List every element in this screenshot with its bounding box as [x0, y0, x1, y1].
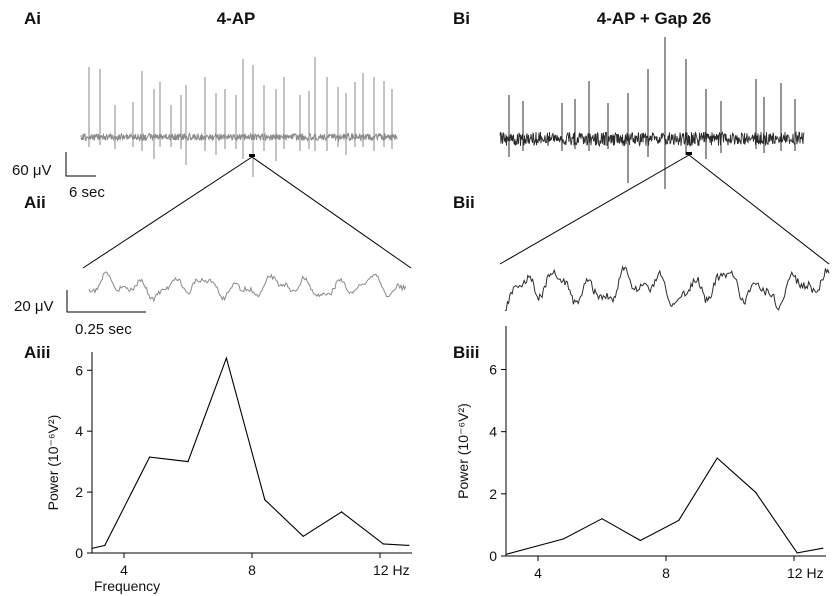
zoom-line-b-left	[499, 154, 690, 265]
zoom-line-a-left	[82, 156, 253, 269]
raw-trace-4ap	[80, 57, 398, 177]
raw-noise-band	[80, 132, 398, 143]
y-tick-label: 6	[489, 362, 497, 378]
title-4ap-gap26: 4-AP + Gap 26	[597, 9, 712, 28]
y-tick-label: 4	[75, 423, 83, 439]
spectrum-chart-4ap: 0 2 4 6 4 8 12 Hz Power (10⁻⁶V²) Frequency	[45, 352, 412, 594]
spectrum-point	[91, 547, 93, 550]
zoom-signal-line	[504, 265, 830, 312]
panel-label-bi: Bi	[453, 9, 470, 28]
title-4ap: 4-AP	[217, 9, 256, 28]
raw-noise-band	[499, 130, 805, 148]
y-axis-label: Power (10⁻⁶V²)	[455, 403, 471, 499]
scalebar-zoom	[66, 290, 146, 313]
x-tick-label: 4	[534, 565, 542, 581]
power-spectrum-line	[505, 457, 823, 555]
zoom-trace-4ap-gap26	[504, 265, 830, 312]
panel-label-bii: Bii	[453, 193, 475, 212]
spectrum-point	[601, 518, 603, 520]
x-tick-label: 8	[662, 565, 670, 581]
scalebar-zoom-time: 0.25 sec	[75, 321, 132, 338]
spectrum-point	[104, 544, 106, 546]
segment-marker-a	[249, 154, 255, 157]
x-tick-label: 12 Hz	[373, 562, 410, 578]
zoom-line-b-right	[688, 154, 830, 265]
spectrum-point	[563, 538, 565, 540]
zoom-signal-line	[88, 271, 407, 303]
spectrum-point	[302, 535, 304, 537]
spectrum-point	[755, 491, 757, 493]
spectrum-point	[505, 553, 507, 556]
spectrum-point	[716, 457, 718, 459]
spectrum-point	[187, 461, 189, 463]
scalebar-zoom-voltage: 20 μV	[14, 298, 54, 315]
panel-label-ai: Ai	[24, 9, 41, 28]
x-tick-label: 8	[248, 562, 256, 578]
scalebar-raw	[65, 152, 96, 177]
spectrum-point	[678, 519, 680, 521]
y-axis-label: Power (10⁻⁶V²)	[45, 415, 61, 511]
spectrum-point	[382, 543, 384, 545]
y-tick-label: 4	[489, 424, 497, 440]
spectrum-point	[796, 552, 798, 554]
power-spectrum-line	[91, 356, 409, 549]
spectrum-point	[639, 539, 642, 542]
y-tick-label: 0	[489, 548, 497, 564]
scalebar-raw-time: 6 sec	[69, 184, 105, 201]
y-tick-label: 0	[75, 545, 83, 561]
spectrum-chart-4ap-gap26: 0 2 4 6 4 8 12 Hz Power (10⁻⁶V²)	[455, 326, 826, 581]
panel-label-aiii: Aiii	[24, 343, 50, 362]
zoom-trace-4ap	[88, 271, 407, 303]
x-tick-label: 4	[120, 562, 128, 578]
segment-marker-b	[686, 152, 692, 155]
spectrum-point	[341, 511, 343, 513]
y-tick-label: 2	[75, 484, 83, 500]
spectrum-point	[408, 544, 410, 546]
spectrum-point	[264, 499, 266, 501]
panel-label-biii: Biii	[453, 343, 479, 362]
zoom-line-a-right	[251, 156, 412, 269]
y-tick-label: 2	[489, 486, 497, 502]
x-axis-label: Frequency	[94, 578, 160, 594]
spectrum-point	[225, 357, 227, 359]
scalebar-raw-voltage: 60 μV	[12, 162, 52, 179]
y-tick-label: 6	[75, 362, 83, 378]
spectrum-point	[822, 547, 824, 549]
spectrum-point	[149, 456, 151, 458]
panel-label-aii: Aii	[24, 193, 46, 212]
x-tick-label: 12 Hz	[787, 565, 824, 581]
raw-trace-4ap-gap26	[499, 37, 805, 189]
